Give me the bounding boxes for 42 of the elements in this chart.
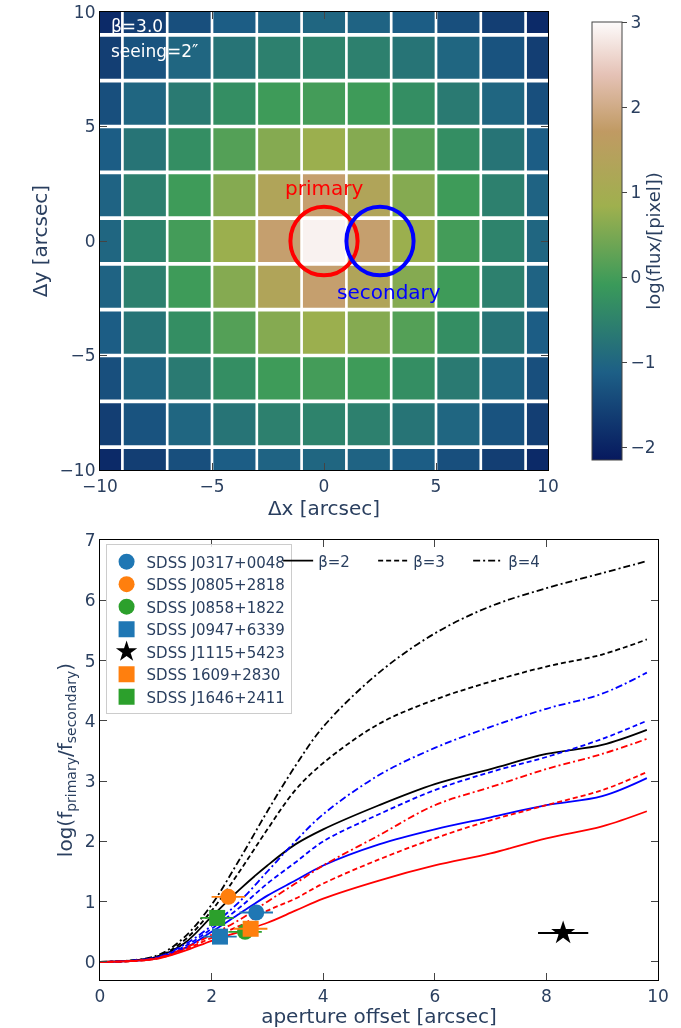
y-tick-label: 4 bbox=[84, 710, 96, 731]
x-tick-label: 10 bbox=[647, 985, 669, 1006]
legend-label: SDSS J0858+1822 bbox=[146, 598, 285, 617]
color-bar-label: 3 bbox=[630, 11, 642, 32]
y-tick-label: 6 bbox=[84, 590, 96, 611]
color-bar-label: 0 bbox=[630, 267, 642, 288]
y-tick-label: −10 bbox=[59, 459, 96, 480]
y-tick-label: 7 bbox=[84, 529, 96, 550]
color-bar-label: 1 bbox=[630, 182, 642, 203]
color-bar-title: log(flux/[pixel]) bbox=[643, 172, 665, 310]
x-tick-label: 0 bbox=[318, 475, 330, 496]
x-tick-label: 6 bbox=[429, 985, 441, 1006]
legend-label: β=4 bbox=[508, 552, 540, 571]
y-tick-label: 5 bbox=[84, 116, 96, 137]
legend-label: SDSS J0317+0048 bbox=[146, 553, 285, 572]
legend-label: β=3 bbox=[413, 552, 445, 571]
y-axis-title: Δy [arcsec] bbox=[28, 184, 53, 298]
x-tick-label: 8 bbox=[540, 985, 552, 1006]
y-tick-label: 0 bbox=[84, 951, 96, 972]
y-tick-label: −5 bbox=[70, 345, 96, 366]
y-tick-label: 5 bbox=[84, 650, 96, 671]
x-tick-label: −5 bbox=[199, 475, 225, 496]
color-bar-label: −2 bbox=[630, 437, 656, 458]
legend-label: SDSS 1609+2830 bbox=[146, 666, 281, 684]
y-tick-label: 1 bbox=[84, 891, 96, 912]
legend-label: SDSS J0947+6339 bbox=[146, 621, 285, 639]
y-tick-label: 0 bbox=[84, 230, 96, 251]
legend-label: SDSS J0805+2818 bbox=[146, 576, 285, 594]
x-tick-label: 2 bbox=[206, 985, 218, 1006]
y-tick-label: 2 bbox=[84, 831, 96, 852]
y-tick-label: 10 bbox=[73, 1, 96, 22]
x-tick-label: 5 bbox=[430, 475, 442, 496]
legend-label: SDSS J1646+2411 bbox=[146, 688, 285, 707]
x-axis-title: aperture offset [arcsec] bbox=[261, 1004, 497, 1028]
x-tick-label: 10 bbox=[537, 475, 559, 496]
legend-label: SDSS J1115+5423 bbox=[146, 643, 285, 662]
x-axis-title: Δx [arcsec] bbox=[267, 495, 381, 520]
y-tick-label: 3 bbox=[84, 771, 96, 792]
color-bar-label: 2 bbox=[630, 97, 642, 117]
color-bar-label: −1 bbox=[630, 352, 656, 373]
legend-label: β=2 bbox=[318, 552, 350, 571]
x-tick-label: 4 bbox=[317, 985, 329, 1006]
